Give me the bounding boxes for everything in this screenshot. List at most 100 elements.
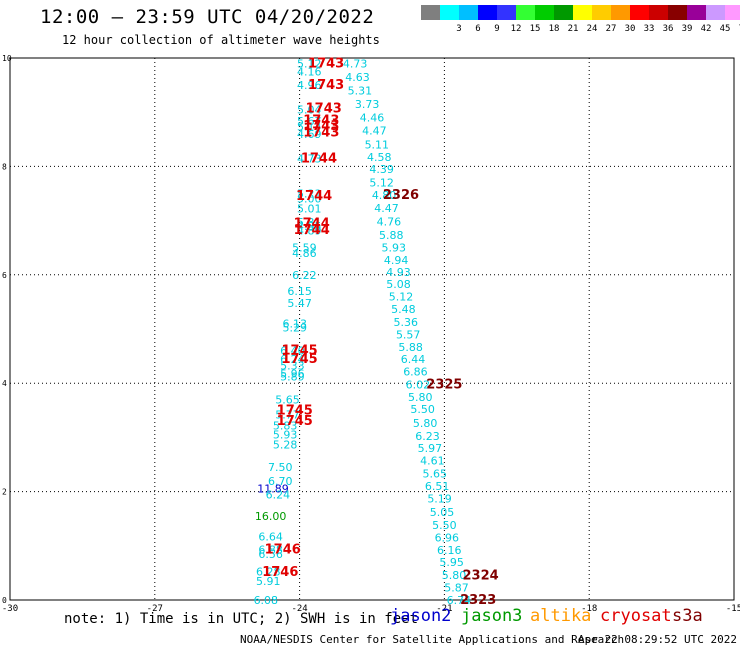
wave-height-label: 5.87: [444, 582, 469, 595]
wave-height-label: 5.36: [394, 316, 419, 329]
scale-swatch: [535, 5, 554, 20]
pass-time-label: 1745: [277, 403, 313, 418]
wave-height-label: 6.88: [258, 544, 283, 557]
wave-height-label: 5.80: [413, 417, 438, 430]
wave-height-label: 4.76: [377, 216, 402, 229]
scale-swatch: [459, 5, 478, 20]
wave-height-label: 4.73: [343, 57, 368, 70]
pass-time-label: 1745: [282, 352, 318, 367]
wave-height-label: 5.14: [297, 120, 322, 133]
wave-height-label: 6.28: [256, 565, 281, 578]
wave-height-label: 6.64: [258, 531, 283, 544]
wave-height-label: 6.70: [268, 475, 293, 488]
wave-height-label: 6.56: [258, 548, 283, 561]
y-tick-label: 0: [2, 596, 7, 605]
wave-height-label: 4.94: [384, 254, 409, 267]
x-tick-label: -15: [726, 604, 740, 614]
scale-label: 27: [605, 24, 617, 34]
pass-time-label: 1744: [294, 223, 330, 238]
scale-swatch: [630, 5, 649, 20]
pass-time-label: 1745: [282, 344, 318, 359]
wave-height-label: 5.93: [381, 242, 406, 255]
wave-height-label: 5.12: [389, 290, 414, 303]
wave-height-label: 6.08: [254, 594, 279, 607]
wave-height-label: 5.31: [297, 216, 322, 229]
y-tick-label: 2: [2, 488, 7, 497]
scale-label: 3: [456, 24, 462, 34]
wave-height-label: 6.24: [280, 353, 305, 366]
scale-label: 30: [624, 24, 636, 34]
wave-height-label: 6.24: [266, 488, 291, 501]
wave-height-label: 5.65: [422, 468, 447, 481]
scale-label: 21: [567, 24, 579, 34]
wave-height-label: 5.97: [418, 442, 443, 455]
pass-time-label: 1743: [306, 101, 342, 116]
wave-height-label: 5.19: [427, 493, 452, 506]
wave-height-label: 5.83: [273, 419, 298, 432]
pass-time-label: 1746: [262, 565, 298, 580]
x-tick-label: -30: [2, 604, 18, 614]
pass-time-label: 1744: [301, 151, 337, 166]
pass-time-label: 2323: [460, 593, 496, 608]
pass-time-label: 2325: [426, 377, 462, 392]
wave-height-label: 6.23: [415, 430, 440, 443]
wave-height-label: 5.23: [297, 188, 322, 201]
wave-height-label: 5.89: [280, 371, 305, 384]
wave-height-label: 4.73: [297, 152, 322, 165]
pass-time-label: 2326: [383, 188, 419, 203]
scale-swatch: [592, 5, 611, 20]
map-frame: [9, 57, 735, 601]
legend-jason3: jason3: [461, 606, 523, 626]
wave-height-label: 5.00: [297, 192, 322, 205]
map-subtitle: 12 hour collection of altimeter wave hei…: [62, 33, 380, 47]
wave-height-label: 5.65: [275, 393, 300, 406]
scale-swatch: [516, 5, 535, 20]
wave-height-label: 5.57: [396, 328, 421, 341]
x-tick-label: -24: [291, 604, 307, 614]
wave-height-label: 5.12: [297, 57, 322, 70]
wave-height-label: 4.63: [345, 71, 370, 84]
wave-height-label: 5.33: [280, 359, 305, 372]
wave-height-label: 5.77: [275, 409, 300, 422]
wave-height-label: 4.96: [297, 79, 322, 92]
wave-height-label: 5.88: [379, 229, 404, 242]
scale-swatch: [554, 5, 573, 20]
scale-swatch: [706, 5, 725, 20]
wave-height-label: 4.89: [297, 224, 322, 237]
x-tick-label: -21: [436, 604, 452, 614]
wave-height-label: 5.11: [365, 139, 390, 152]
wave-height-label: 4.16: [297, 66, 322, 79]
scale-swatch: [421, 5, 440, 20]
pass-time-label: 1744: [296, 189, 332, 204]
legend-cryosat: cryosat: [600, 606, 672, 626]
map-title: 12:00 – 23:59 UTC 04/20/2022: [40, 6, 375, 28]
legend-altika: altika: [530, 606, 592, 626]
wave-height-label: 6.22: [292, 269, 317, 282]
wave-height-label: 5.91: [256, 575, 281, 588]
scale-label: 33: [643, 24, 655, 34]
wave-height-label: 11.89: [257, 482, 289, 495]
pass-time-label: 1743: [303, 125, 339, 140]
wave-height-label: 4.47: [362, 125, 387, 138]
wave-height-label: 5.67: [297, 115, 322, 128]
wave-height-label: 5.59: [292, 242, 317, 255]
wave-height-label: 4.47: [374, 202, 399, 215]
wave-height-label: 6.16: [437, 544, 462, 557]
wave-height-label: 6.74: [447, 594, 472, 607]
wave-height-label: 5.95: [439, 556, 464, 569]
x-tick-label: -18: [581, 604, 597, 614]
scale-label: 12: [510, 24, 522, 34]
pass-time-label: 2324: [463, 569, 499, 584]
wave-height-label: 5.28: [273, 438, 298, 451]
wave-height-label: 5.04: [297, 103, 322, 116]
wave-height-label: 6.13: [283, 318, 308, 331]
pass-time-label: 1743: [308, 78, 344, 93]
scale-swatch: [668, 5, 687, 20]
wave-height-label: 5.50: [410, 403, 435, 416]
footer-timestamp: Apr 22 08:29:52 UTC 2022: [578, 633, 737, 646]
wave-height-label: 6.86: [403, 365, 428, 378]
wave-height-label: 5.88: [398, 341, 423, 354]
wave-height-label: 6.40: [280, 345, 305, 358]
pass-time-label: 1743: [308, 56, 344, 71]
